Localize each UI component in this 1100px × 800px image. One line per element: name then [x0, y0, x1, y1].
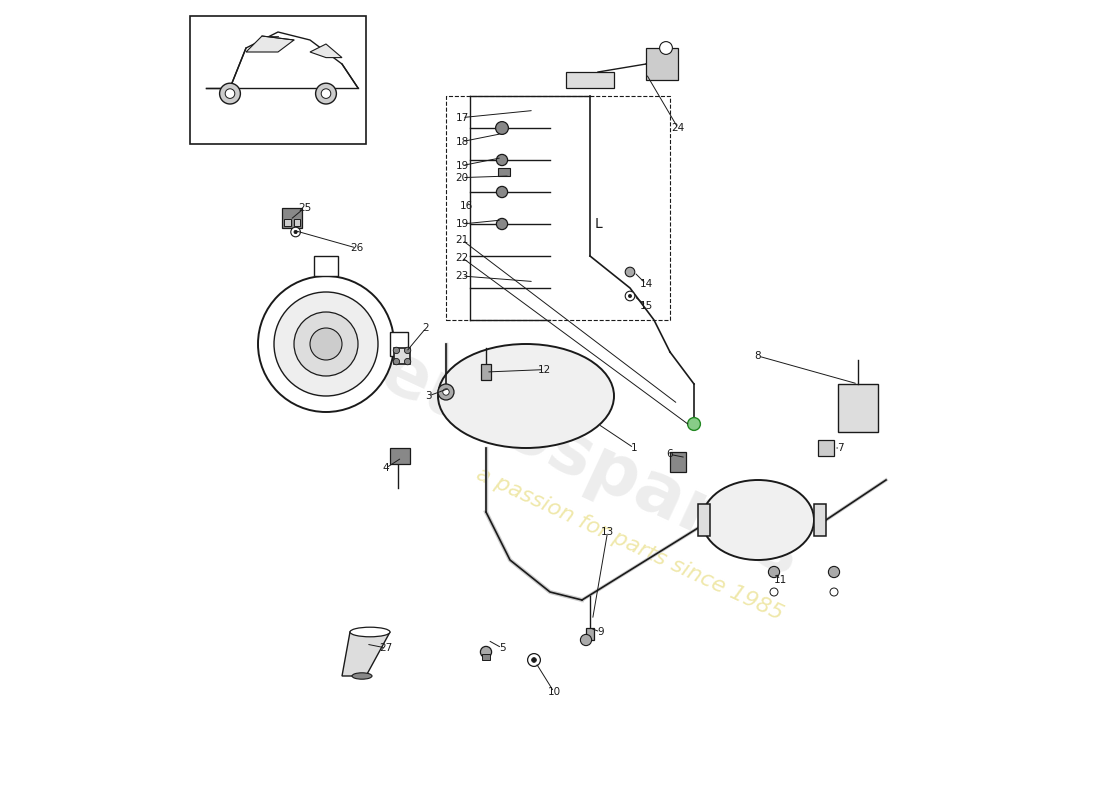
Circle shape: [769, 566, 780, 578]
Text: 11: 11: [773, 575, 786, 585]
Text: 14: 14: [639, 279, 652, 289]
Text: 16: 16: [460, 202, 473, 211]
Text: eurospares: eurospares: [368, 336, 812, 592]
Text: 1: 1: [630, 443, 637, 453]
Polygon shape: [394, 348, 410, 364]
Text: 7: 7: [837, 443, 844, 453]
Circle shape: [496, 122, 508, 134]
Circle shape: [393, 358, 399, 365]
Circle shape: [625, 267, 635, 277]
Circle shape: [274, 292, 378, 396]
Circle shape: [220, 83, 241, 104]
Bar: [285, 219, 290, 226]
FancyBboxPatch shape: [446, 96, 670, 320]
Polygon shape: [814, 504, 826, 536]
Text: 9: 9: [597, 627, 604, 637]
Text: 27: 27: [379, 643, 393, 653]
Bar: [390, 332, 408, 356]
Circle shape: [310, 328, 342, 360]
Bar: [482, 654, 490, 660]
Circle shape: [528, 654, 540, 666]
Polygon shape: [698, 504, 710, 536]
Text: 23: 23: [455, 271, 469, 281]
Text: 5: 5: [498, 643, 505, 653]
Polygon shape: [246, 36, 294, 52]
Text: 18: 18: [455, 137, 469, 146]
Bar: [818, 440, 834, 456]
Text: 13: 13: [601, 527, 614, 537]
Bar: [282, 208, 303, 228]
FancyBboxPatch shape: [190, 16, 366, 144]
Bar: [314, 256, 338, 276]
Text: 8: 8: [755, 351, 761, 361]
Circle shape: [226, 89, 234, 98]
Bar: [390, 448, 410, 464]
Circle shape: [830, 588, 838, 596]
Text: 20: 20: [455, 173, 469, 182]
Bar: [586, 628, 594, 640]
Circle shape: [443, 389, 449, 395]
Circle shape: [628, 294, 631, 298]
Ellipse shape: [438, 344, 614, 448]
Circle shape: [531, 658, 537, 662]
Circle shape: [625, 291, 635, 301]
Ellipse shape: [352, 673, 372, 679]
Text: 12: 12: [538, 365, 551, 374]
Bar: [838, 384, 878, 432]
Bar: [498, 168, 510, 176]
Text: 19: 19: [455, 219, 469, 229]
Text: 2: 2: [422, 323, 429, 333]
Circle shape: [321, 89, 331, 98]
Bar: [670, 452, 686, 472]
Text: 10: 10: [548, 687, 561, 697]
Bar: [566, 72, 614, 88]
Circle shape: [496, 154, 507, 166]
Bar: [646, 48, 678, 80]
Circle shape: [496, 218, 507, 230]
Text: 17: 17: [455, 113, 469, 122]
Text: 4: 4: [383, 463, 389, 473]
Text: 26: 26: [350, 243, 363, 253]
Text: 15: 15: [639, 301, 652, 310]
Circle shape: [688, 418, 701, 430]
Circle shape: [258, 276, 394, 412]
Text: 6: 6: [667, 450, 673, 459]
Circle shape: [294, 312, 358, 376]
Ellipse shape: [702, 480, 814, 560]
Polygon shape: [310, 44, 342, 58]
Circle shape: [294, 230, 297, 234]
Circle shape: [581, 634, 592, 646]
Circle shape: [405, 358, 410, 365]
Text: a passion for parts since 1985: a passion for parts since 1985: [473, 464, 786, 624]
Circle shape: [496, 186, 507, 198]
Circle shape: [316, 83, 337, 104]
Circle shape: [770, 588, 778, 596]
Circle shape: [660, 42, 672, 54]
Bar: [481, 364, 491, 380]
Text: 22: 22: [455, 253, 469, 262]
Circle shape: [290, 227, 300, 237]
Text: 25: 25: [298, 203, 311, 213]
Text: 19: 19: [455, 161, 469, 170]
Ellipse shape: [350, 627, 390, 637]
Circle shape: [405, 347, 410, 354]
Text: L: L: [594, 217, 602, 231]
Text: 21: 21: [455, 235, 469, 245]
Circle shape: [481, 646, 492, 658]
Polygon shape: [342, 632, 390, 676]
Circle shape: [438, 384, 454, 400]
Circle shape: [393, 347, 399, 354]
Text: 24: 24: [671, 123, 684, 133]
Text: 3: 3: [425, 391, 431, 401]
Circle shape: [828, 566, 839, 578]
Bar: [294, 219, 300, 226]
